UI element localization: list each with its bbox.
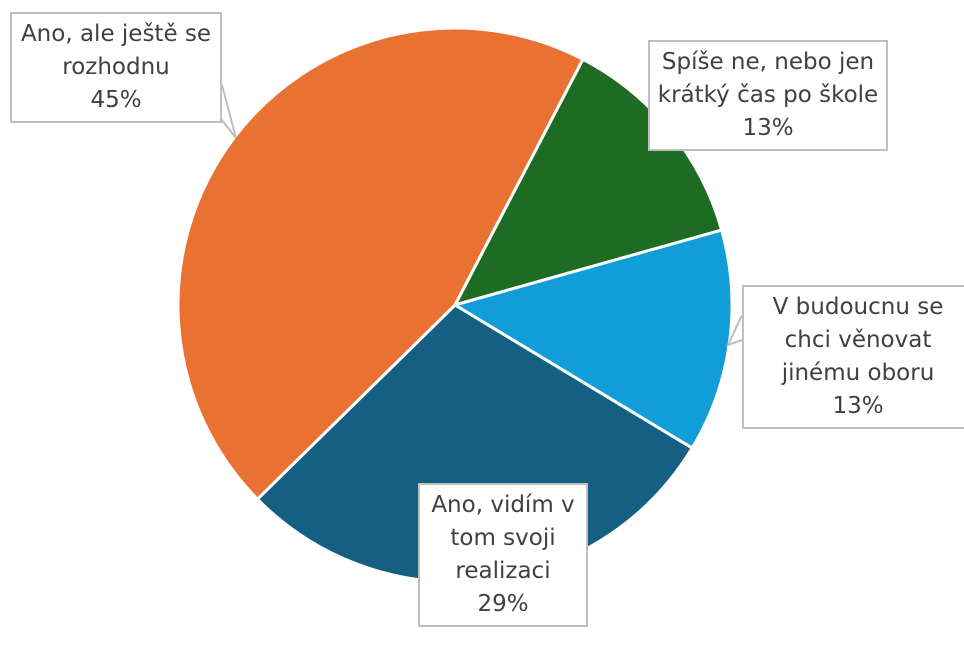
label-category: V budoucnu se chci věnovat jinému oboru (772, 294, 944, 386)
data-label: Ano, ale ještě se rozhodnu 45% (10, 12, 222, 123)
data-label: Spíše ne, nebo jen krátký čas po škole 13… (648, 40, 888, 151)
data-label: V budoucnu se chci věnovat jinému oboru 1… (742, 285, 964, 429)
callout-pointer (726, 314, 743, 347)
label-category: Ano, vidím v tom svoji realizaci (431, 492, 575, 584)
label-value: 29% (477, 591, 529, 617)
label-value: 45% (90, 87, 142, 113)
label-category: Ano, ale ještě se rozhodnu (20, 21, 212, 80)
label-category: Spíše ne, nebo jen krátký čas po škole (657, 49, 879, 108)
label-value: 13% (832, 393, 884, 419)
data-label: Ano, vidím v tom svoji realizaci 29% (418, 483, 588, 627)
label-value: 13% (742, 115, 794, 141)
pie-slice (176, 26, 585, 502)
